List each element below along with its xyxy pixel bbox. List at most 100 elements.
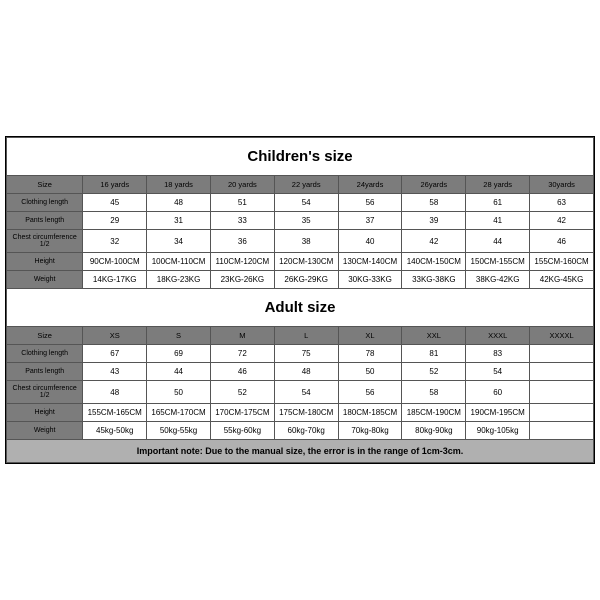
note-row: Important note: Due to the manual size, … — [7, 440, 594, 463]
table-row: Pants length 29 31 33 35 37 39 41 42 — [7, 212, 594, 230]
cell: 33 — [210, 212, 274, 230]
cell: 34 — [147, 230, 211, 253]
children-title-row: Children's size — [7, 138, 594, 176]
cell: 60 — [466, 381, 530, 404]
cell: 61 — [466, 194, 530, 212]
cell: 44 — [466, 230, 530, 253]
row-label: Height — [7, 253, 83, 271]
cell: 36 — [210, 230, 274, 253]
row-label: Weight — [7, 422, 83, 440]
cell: 54 — [274, 194, 338, 212]
row-label: Height — [7, 404, 83, 422]
cell: 69 — [147, 345, 211, 363]
cell: 48 — [83, 381, 147, 404]
cell: 155CM-160CM — [530, 253, 594, 271]
cell: 80kg-90kg — [402, 422, 466, 440]
row-label: Chest circumference 1/2 — [7, 381, 83, 404]
cell: 43 — [83, 363, 147, 381]
cell: 48 — [274, 363, 338, 381]
cell: 54 — [274, 381, 338, 404]
cell: 190CM-195CM — [466, 404, 530, 422]
cell: 54 — [466, 363, 530, 381]
table-row: Weight 45kg-50kg 50kg-55kg 55kg-60kg 60k… — [7, 422, 594, 440]
cell: 30KG-33KG — [338, 271, 402, 289]
cell: 46 — [210, 363, 274, 381]
cell: 185CM-190CM — [402, 404, 466, 422]
cell: 38 — [274, 230, 338, 253]
cell — [530, 345, 594, 363]
cell: 33KG-38KG — [402, 271, 466, 289]
cell: 31 — [147, 212, 211, 230]
children-header-row: Size 16 yards 18 yards 20 yards 22 yards… — [7, 176, 594, 194]
cell: 14KG-17KG — [83, 271, 147, 289]
cell: 42 — [402, 230, 466, 253]
cell: 41 — [466, 212, 530, 230]
row-label: Clothing length — [7, 345, 83, 363]
children-header-2: 18 yards — [147, 176, 211, 194]
cell: 83 — [466, 345, 530, 363]
cell: 72 — [210, 345, 274, 363]
cell: 52 — [210, 381, 274, 404]
adult-header-5: XL — [338, 327, 402, 345]
cell: 120CM-130CM — [274, 253, 338, 271]
cell: 50 — [338, 363, 402, 381]
children-title: Children's size — [7, 138, 594, 176]
cell: 45 — [83, 194, 147, 212]
cell: 35 — [274, 212, 338, 230]
adult-header-2: S — [147, 327, 211, 345]
cell: 130CM-140CM — [338, 253, 402, 271]
adult-header-1: XS — [83, 327, 147, 345]
cell: 180CM-185CM — [338, 404, 402, 422]
note-text: Important note: Due to the manual size, … — [7, 440, 594, 463]
adult-header-0: Size — [7, 327, 83, 345]
adult-header-row: Size XS S M L XL XXL XXXL XXXXL — [7, 327, 594, 345]
cell: 42KG-45KG — [530, 271, 594, 289]
adult-header-3: M — [210, 327, 274, 345]
cell: 90CM-100CM — [83, 253, 147, 271]
cell: 23KG-26KG — [210, 271, 274, 289]
cell: 78 — [338, 345, 402, 363]
cell: 37 — [338, 212, 402, 230]
table-row: Clothing length 67 69 72 75 78 81 83 — [7, 345, 594, 363]
cell: 155CM-165CM — [83, 404, 147, 422]
cell: 52 — [402, 363, 466, 381]
cell: 55kg-60kg — [210, 422, 274, 440]
cell: 42 — [530, 212, 594, 230]
row-label: Chest circumference 1/2 — [7, 230, 83, 253]
adult-title-row: Adult size — [7, 289, 594, 327]
cell: 110CM-120CM — [210, 253, 274, 271]
cell — [530, 422, 594, 440]
table-row: Height 90CM-100CM 100CM-110CM 110CM-120C… — [7, 253, 594, 271]
row-label: Pants length — [7, 212, 83, 230]
cell: 67 — [83, 345, 147, 363]
children-header-0: Size — [7, 176, 83, 194]
children-header-5: 24yards — [338, 176, 402, 194]
table-row: Clothing length 45 48 51 54 56 58 61 63 — [7, 194, 594, 212]
row-label: Pants length — [7, 363, 83, 381]
cell: 90kg-105kg — [466, 422, 530, 440]
cell: 63 — [530, 194, 594, 212]
cell: 32 — [83, 230, 147, 253]
adult-header-6: XXL — [402, 327, 466, 345]
cell: 175CM-180CM — [274, 404, 338, 422]
size-table: Children's size Size 16 yards 18 yards 2… — [6, 137, 594, 463]
children-header-4: 22 yards — [274, 176, 338, 194]
cell: 26KG-29KG — [274, 271, 338, 289]
cell — [530, 363, 594, 381]
cell: 170CM-175CM — [210, 404, 274, 422]
adult-header-4: L — [274, 327, 338, 345]
cell: 75 — [274, 345, 338, 363]
cell — [530, 381, 594, 404]
cell: 45kg-50kg — [83, 422, 147, 440]
cell: 70kg-80kg — [338, 422, 402, 440]
cell: 150CM-155CM — [466, 253, 530, 271]
size-table-container: Children's size Size 16 yards 18 yards 2… — [5, 136, 595, 464]
row-label: Clothing length — [7, 194, 83, 212]
cell: 140CM-150CM — [402, 253, 466, 271]
adult-header-8: XXXXL — [530, 327, 594, 345]
cell: 46 — [530, 230, 594, 253]
cell: 58 — [402, 194, 466, 212]
cell: 56 — [338, 194, 402, 212]
table-row: Chest circumference 1/2 32 34 36 38 40 4… — [7, 230, 594, 253]
cell: 100CM-110CM — [147, 253, 211, 271]
